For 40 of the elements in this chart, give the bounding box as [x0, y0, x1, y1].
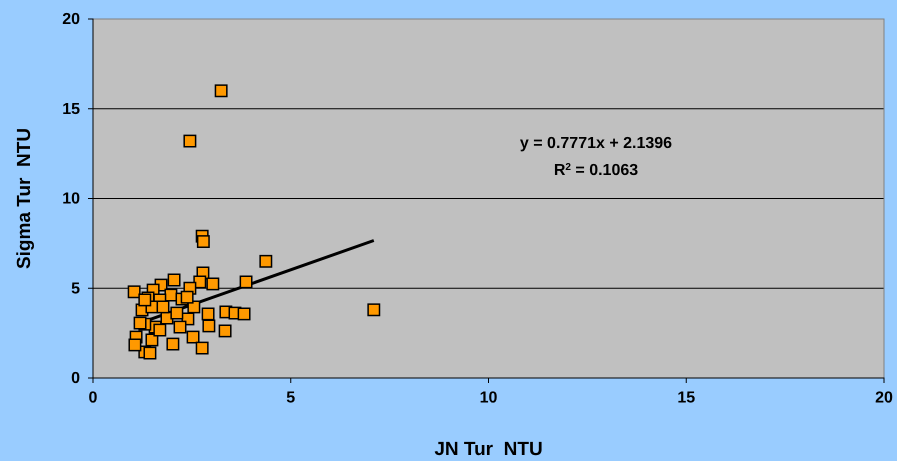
annotation: y = 0.7771x + 2.1396: [520, 135, 672, 152]
point: [238, 307, 251, 320]
point: [183, 134, 196, 148]
point: [128, 338, 142, 352]
point: [128, 285, 141, 298]
point: [214, 84, 228, 98]
x-tick-label: 0: [88, 389, 98, 406]
y-tick-label: 20: [62, 11, 80, 28]
y-axis-title: Sigma Tur NTU: [14, 128, 35, 270]
x-tick-label: 20: [875, 389, 893, 406]
point: [168, 274, 181, 286]
y-tick-label: 15: [62, 100, 80, 118]
point: [156, 300, 170, 314]
x-axis-title: JN Tur NTU: [434, 439, 543, 460]
point: [180, 290, 194, 304]
y-tick-label: 5: [71, 280, 80, 298]
point: [145, 333, 158, 346]
y-tick-label: 10: [62, 190, 80, 208]
point: [166, 338, 180, 351]
point: [170, 306, 184, 320]
point: [367, 303, 380, 316]
point: [202, 307, 215, 320]
point: [259, 254, 272, 268]
point: [144, 346, 156, 360]
y-tick-label: 0: [71, 370, 80, 388]
x-tick-label: 5: [286, 389, 296, 406]
point: [186, 330, 200, 344]
point: [240, 276, 253, 288]
point: [153, 324, 166, 337]
x-tick-label: 15: [677, 389, 696, 406]
x-tick-label: 10: [480, 389, 498, 406]
point: [138, 293, 152, 306]
point: [196, 342, 209, 354]
point: [218, 324, 232, 338]
annotation: R$^{2}$ = 0.1063: [554, 162, 638, 179]
point: [196, 235, 210, 248]
point: [202, 319, 216, 332]
point: [134, 316, 147, 330]
point: [206, 277, 220, 290]
point: [174, 320, 186, 334]
